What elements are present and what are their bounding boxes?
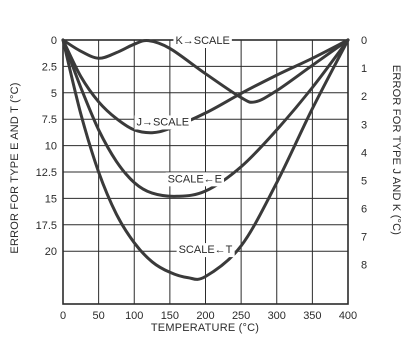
series-label-scalee: SCALE←E: [168, 173, 222, 185]
x-axis-ticks: 0 50 100 150 200 250 300 350 400: [60, 310, 357, 322]
x-tick-label: 200: [196, 310, 214, 322]
x-tick-label: 150: [161, 310, 179, 322]
x-tick-label: 300: [268, 310, 286, 322]
right-tick-label: 7: [361, 232, 367, 244]
series-label-bg: [134, 115, 192, 130]
left-tick-label: 12.5: [36, 167, 57, 179]
right-tick-label: 1: [361, 63, 367, 75]
x-tick-label: 50: [93, 310, 105, 322]
series-label-bg: [173, 34, 232, 48]
series-line-kscale: [61, 38, 350, 104]
curve-labels: K→SCALE J→SCALE SCALE←E SCALE←T: [134, 34, 235, 258]
grid: [62, 39, 349, 304]
left-tick-label: 20: [45, 246, 57, 258]
series-layer: [61, 38, 350, 281]
x-axis-title: TEMPERATURE (°C): [151, 322, 259, 334]
left-tick-label: 10: [45, 141, 57, 153]
left-axis-ticks: 0 2.5 5 7.5 10 12.5 15 17.5 20: [36, 35, 57, 258]
series-label-bg: [165, 172, 225, 187]
left-tick-label: 15: [45, 193, 57, 205]
series-line-scalet: [61, 38, 350, 281]
left-tick-label: 2.5: [42, 61, 57, 73]
series-label-bg: [176, 243, 235, 258]
left-axis-title: ERROR FOR TYPE E AND T (°C): [9, 82, 21, 253]
left-tick-label: 0: [51, 35, 57, 47]
right-tick-label: 3: [361, 119, 367, 131]
right-tick-label: 0: [361, 35, 367, 47]
x-tick-label: 100: [125, 310, 143, 322]
right-axis-title: ERROR FOR TYPE J AND K (°C): [390, 65, 402, 235]
series-label-jscale: J→SCALE: [136, 116, 189, 128]
x-tick-label: 250: [232, 310, 250, 322]
series-line-scalee: [61, 38, 350, 198]
right-tick-label: 6: [361, 204, 367, 216]
left-tick-label: 5: [51, 88, 57, 100]
series-label-kscale: K→SCALE: [175, 35, 229, 47]
left-tick-label: 7.5: [42, 114, 57, 126]
right-tick-label: 2: [361, 91, 367, 103]
right-axis-ticks: 0 1 2 3 4 5 6 7 8: [361, 35, 367, 272]
left-tick-label: 17.5: [36, 220, 57, 232]
x-tick-label: 0: [60, 310, 66, 322]
series-label-scalet: SCALE←T: [179, 244, 233, 256]
x-tick-label: 400: [339, 310, 357, 322]
right-tick-label: 4: [361, 147, 367, 159]
series-line-jscale: [61, 38, 350, 135]
x-tick-label: 350: [303, 310, 321, 322]
right-tick-label: 5: [361, 175, 367, 187]
right-tick-label: 8: [361, 260, 367, 272]
